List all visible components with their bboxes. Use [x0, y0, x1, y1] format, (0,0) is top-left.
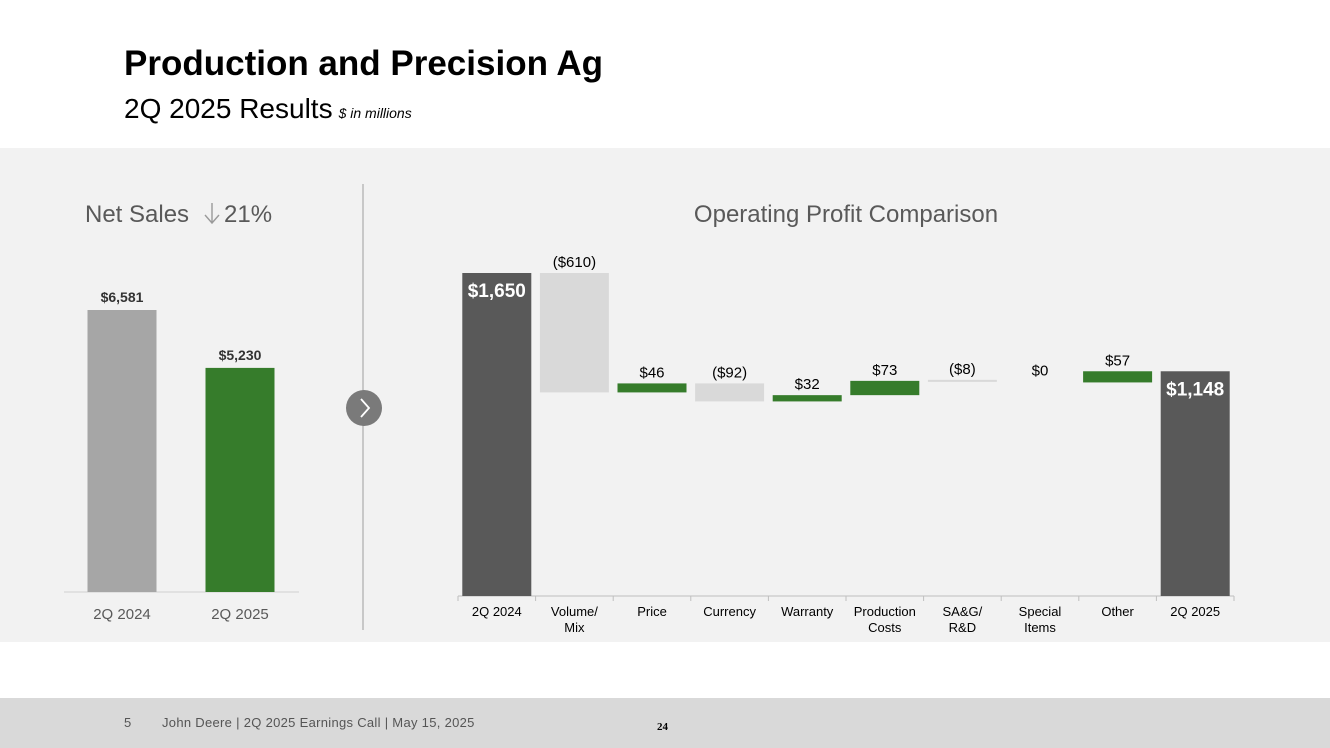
next-chevron-button[interactable]	[346, 390, 382, 426]
footer-bar	[0, 698, 1330, 748]
waterfall-bar	[1160, 371, 1230, 596]
waterfall-data-label: $32	[795, 376, 820, 393]
waterfall-tick-label: Other	[1101, 604, 1134, 619]
down-arrow-icon	[204, 203, 220, 225]
waterfall-bar	[695, 383, 765, 402]
waterfall-data-label: ($92)	[712, 364, 747, 381]
waterfall-tick-label: Currency	[703, 604, 756, 619]
footer-slide-number: 24	[657, 721, 668, 733]
net-sales-title: Net Sales 21%	[85, 201, 272, 228]
waterfall-data-label: $46	[639, 364, 664, 381]
waterfall-data-label: $1,148	[1166, 379, 1224, 400]
net-sales-bar	[87, 310, 157, 592]
page-subtitle: 2Q 2025 Results $ in millions	[124, 93, 412, 125]
waterfall-data-label: $0	[1032, 362, 1049, 379]
waterfall-bar	[539, 273, 609, 393]
waterfall-tick-label: Mix	[564, 620, 585, 635]
net-sales-tick-label: 2Q 2024	[93, 606, 151, 623]
page-title: Production and Precision Ag	[124, 44, 604, 83]
waterfall-tick-label: Price	[637, 604, 667, 619]
waterfall-tick-label: 2Q 2025	[1170, 604, 1220, 619]
waterfall-bar	[1083, 371, 1153, 383]
waterfall-bar	[772, 395, 842, 402]
waterfall-title: Operating Profit Comparison	[694, 201, 998, 228]
waterfall-tick-label: Production	[854, 604, 916, 619]
net-sales-data-label: $6,581	[101, 289, 144, 305]
waterfall-tick-label: SA&G/	[943, 604, 983, 619]
net-sales-tick-label: 2Q 2025	[211, 606, 269, 623]
waterfall-bar	[462, 273, 532, 596]
footer-text: John Deere | 2Q 2025 Earnings Call | May…	[162, 715, 475, 730]
subtitle-text: 2Q 2025 Results	[124, 93, 333, 124]
chevron-right-icon	[360, 398, 371, 418]
waterfall-data-label: $57	[1105, 352, 1130, 369]
waterfall-tick-label: Special	[1019, 604, 1062, 619]
waterfall-bar	[850, 380, 920, 396]
waterfall-tick-label: 2Q 2024	[472, 604, 522, 619]
waterfall-data-label: $73	[872, 362, 897, 379]
waterfall-tick-label: Volume/	[551, 604, 598, 619]
waterfall-data-label: $1,650	[468, 281, 526, 302]
net-sales-bar	[205, 367, 275, 592]
waterfall-tick-label: Warranty	[781, 604, 834, 619]
unit-note: $ in millions	[338, 105, 412, 121]
footer-page-number: 5	[124, 715, 132, 730]
waterfall-tick-label: Items	[1024, 620, 1056, 635]
net-sales-data-label: $5,230	[219, 347, 262, 363]
waterfall-data-label: ($8)	[949, 361, 976, 378]
waterfall-bar	[617, 383, 687, 393]
waterfall-data-label: ($610)	[553, 254, 596, 271]
waterfall-tick-label: R&D	[949, 620, 976, 635]
waterfall-bar	[927, 379, 997, 382]
waterfall-tick-label: Costs	[868, 620, 902, 635]
